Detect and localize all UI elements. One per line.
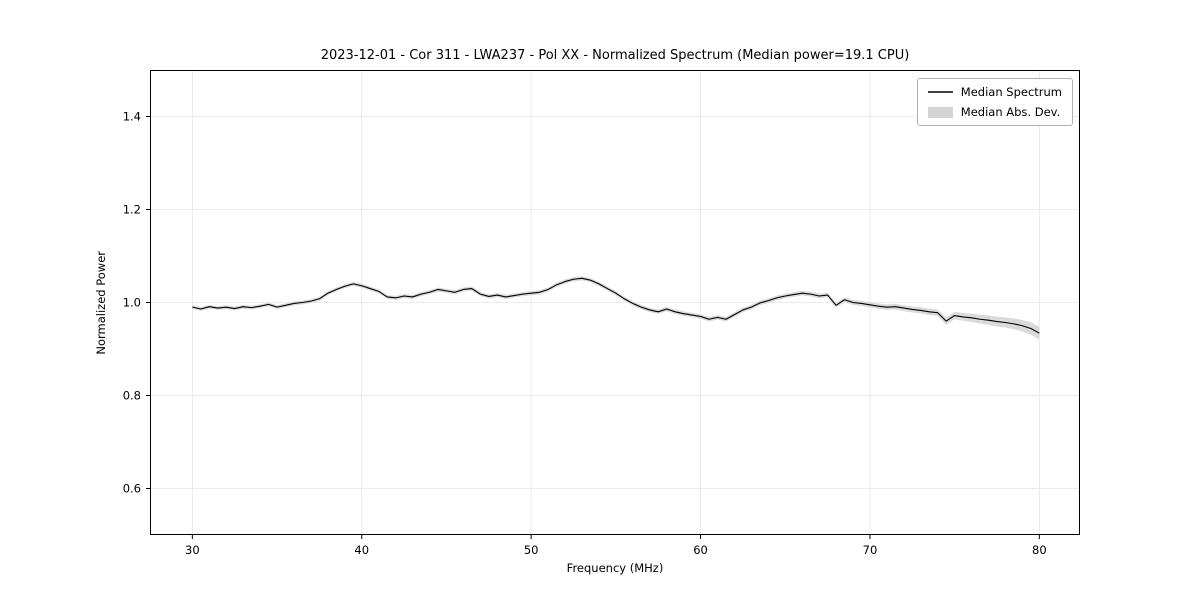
x-tick-label: 40	[354, 543, 369, 557]
y-tick-label: 0.8	[123, 389, 141, 403]
legend: Median Spectrum Median Abs. Dev.	[916, 78, 1073, 126]
legend-entry-median-abs-dev: Median Abs. Dev.	[927, 105, 1062, 119]
median-spectrum-line	[192, 277, 1040, 334]
legend-entry-median-spectrum: Median Spectrum	[927, 85, 1062, 99]
y-tick-label: 0.6	[123, 482, 141, 496]
tick-labels: 30 40 50 60 70 80 0.6 0.8 1.0 1.2 1.4	[123, 110, 1047, 558]
mad-band	[192, 276, 1040, 340]
plot-area: 30 40 50 60 70 80 0.6 0.8 1.0 1.2 1.4	[123, 70, 1080, 557]
tick-marks	[146, 116, 1040, 539]
legend-label-median-spectrum: Median Spectrum	[960, 85, 1062, 99]
x-tick-label: 80	[1032, 543, 1047, 557]
x-tick-label: 60	[693, 543, 708, 557]
legend-label-median-abs-dev: Median Abs. Dev.	[960, 105, 1061, 119]
x-tick-label: 50	[524, 543, 539, 557]
y-tick-label: 1.2	[123, 203, 141, 217]
median-abs-dev-patch-swatch	[927, 106, 953, 118]
median-spectrum-line-swatch	[927, 91, 953, 93]
x-tick-label: 70	[863, 543, 878, 557]
gridlines	[150, 70, 1080, 535]
y-tick-label: 1.0	[123, 296, 141, 310]
y-axis-label-wrap: Normalized Power	[88, 70, 114, 535]
y-axis-label: Normalized Power	[94, 250, 108, 355]
axes-spines	[150, 70, 1080, 535]
x-axis-label: Frequency (MHz)	[566, 561, 664, 575]
chart-title: 2023-12-01 - Cor 311 - LWA237 - Pol XX -…	[320, 48, 910, 63]
x-tick-label: 30	[185, 543, 200, 557]
y-tick-label: 1.4	[123, 110, 141, 124]
